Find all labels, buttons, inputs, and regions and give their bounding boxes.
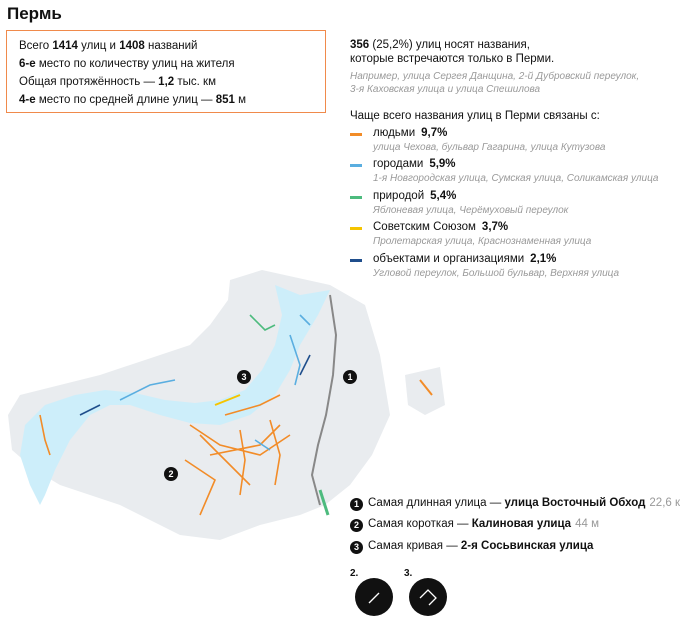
river xyxy=(20,285,330,505)
map-marker-3: 3 xyxy=(237,370,251,384)
categories-heading: Чаще всего названия улиц в Перми связаны… xyxy=(350,110,600,122)
shortest-street-shape xyxy=(355,578,393,616)
map-marker-2: 2 xyxy=(164,467,178,481)
shape-label-2: 2. xyxy=(350,568,359,579)
stats-box: Всего 1414 улиц и 1408 названий 6-е мест… xyxy=(6,30,326,113)
map-marker-1: 1 xyxy=(343,370,357,384)
shape-label-3: 3. xyxy=(404,568,413,579)
page-title: Пермь xyxy=(7,4,62,23)
street-segments xyxy=(39,314,433,516)
city-map xyxy=(8,270,445,540)
curviest-street-shape xyxy=(409,578,447,616)
stats-line-4: 4-е место по средней длине улиц — 851 м xyxy=(19,94,246,106)
legend-swatch xyxy=(350,133,362,136)
longest-street-road xyxy=(310,294,338,506)
fact-curviest: 3 Самая кривая — 2-я Сосьвинская улица xyxy=(350,540,597,554)
east-territory xyxy=(405,367,445,415)
fact-shortest: 2 Самая короткая — Калиновая улица 44 м xyxy=(350,518,599,532)
fact-longest: 1 Самая длинная улица — улица Восточный О… xyxy=(350,497,680,511)
stats-line-1: Всего 1414 улиц и 1408 названий xyxy=(19,40,198,52)
stats-line-2: 6-е место по количеству улиц на жителя xyxy=(19,58,235,70)
stats-line-3: Общая протяжённость — 1,2 тыс. км xyxy=(19,76,216,88)
legend-swatch xyxy=(350,259,362,262)
legend-swatch xyxy=(350,164,362,167)
unique-examples: Например, улица Сергея Данщина, 2-й Дубр… xyxy=(350,71,640,95)
legend-swatch xyxy=(350,227,362,230)
legend-swatch xyxy=(350,196,362,199)
unique-names-block: 356 (25,2%) улиц носят названия, которые… xyxy=(350,38,670,96)
